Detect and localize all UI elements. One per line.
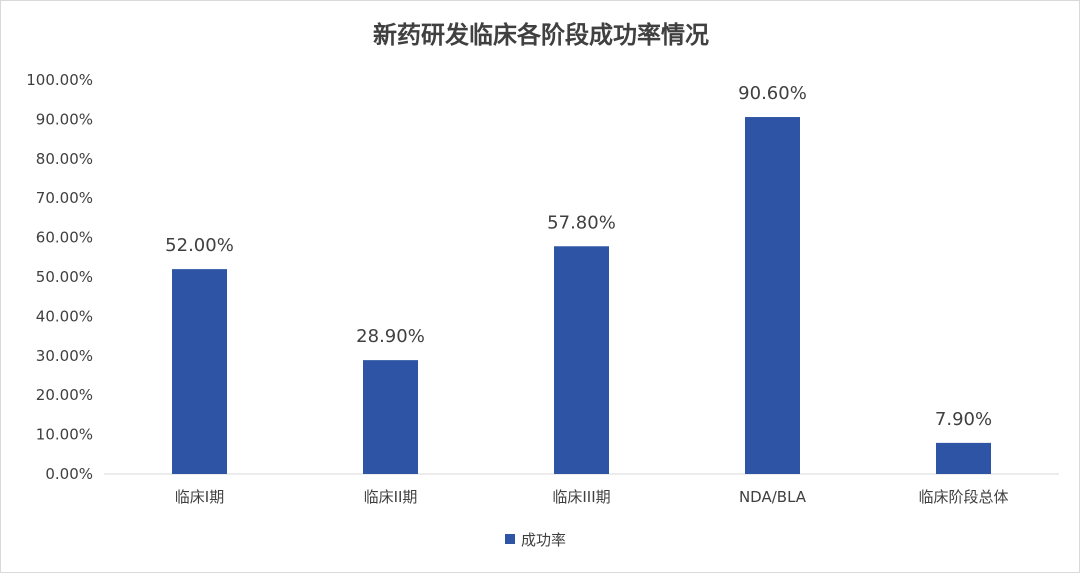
data-label: 7.90% bbox=[935, 409, 992, 430]
x-category-label: 临床阶段总体 bbox=[918, 488, 1008, 506]
y-tick-label: 80.00% bbox=[36, 150, 93, 168]
bar bbox=[745, 117, 800, 474]
y-tick-label: 40.00% bbox=[36, 307, 93, 325]
y-tick-label: 20.00% bbox=[36, 386, 93, 404]
y-tick-label: 70.00% bbox=[36, 189, 93, 207]
bar bbox=[554, 246, 609, 474]
x-category-label: NDA/BLA bbox=[739, 488, 807, 506]
bar bbox=[172, 269, 227, 474]
bar bbox=[936, 442, 991, 474]
y-axis: 0.00% 10.00% 20.00% 30.00% 40.00% 50.00% 60.00… bbox=[26, 71, 93, 483]
y-tick-label: 100.00% bbox=[26, 71, 93, 89]
bar-series bbox=[172, 117, 991, 474]
y-tick-label: 30.00% bbox=[36, 347, 93, 365]
data-label: 28.90% bbox=[356, 326, 425, 347]
x-axis: 临床I期 临床II期 临床III期 NDA/BLA 临床阶段总体 bbox=[104, 473, 1059, 506]
y-tick-label: 60.00% bbox=[36, 229, 93, 247]
data-label: 90.60% bbox=[738, 83, 807, 104]
y-tick-label: 50.00% bbox=[36, 268, 93, 286]
data-label: 52.00% bbox=[165, 235, 234, 256]
data-labels: 52.00% 28.90% 57.80% 90.60% 7.90% bbox=[165, 83, 992, 430]
chart-title: 新药研发临床各阶段成功率情况 bbox=[373, 21, 709, 49]
x-category-label: 临床II期 bbox=[364, 488, 418, 506]
bar bbox=[363, 360, 418, 474]
legend-label: 成功率 bbox=[521, 531, 566, 549]
data-label: 57.80% bbox=[547, 212, 616, 233]
x-category-label: 临床I期 bbox=[175, 488, 224, 506]
y-tick-label: 90.00% bbox=[36, 110, 93, 128]
legend: 成功率 bbox=[505, 531, 566, 549]
legend-swatch bbox=[505, 534, 515, 544]
y-tick-label: 0.00% bbox=[45, 465, 93, 483]
y-tick-label: 10.00% bbox=[36, 426, 93, 444]
x-category-label: 临床III期 bbox=[552, 488, 610, 506]
